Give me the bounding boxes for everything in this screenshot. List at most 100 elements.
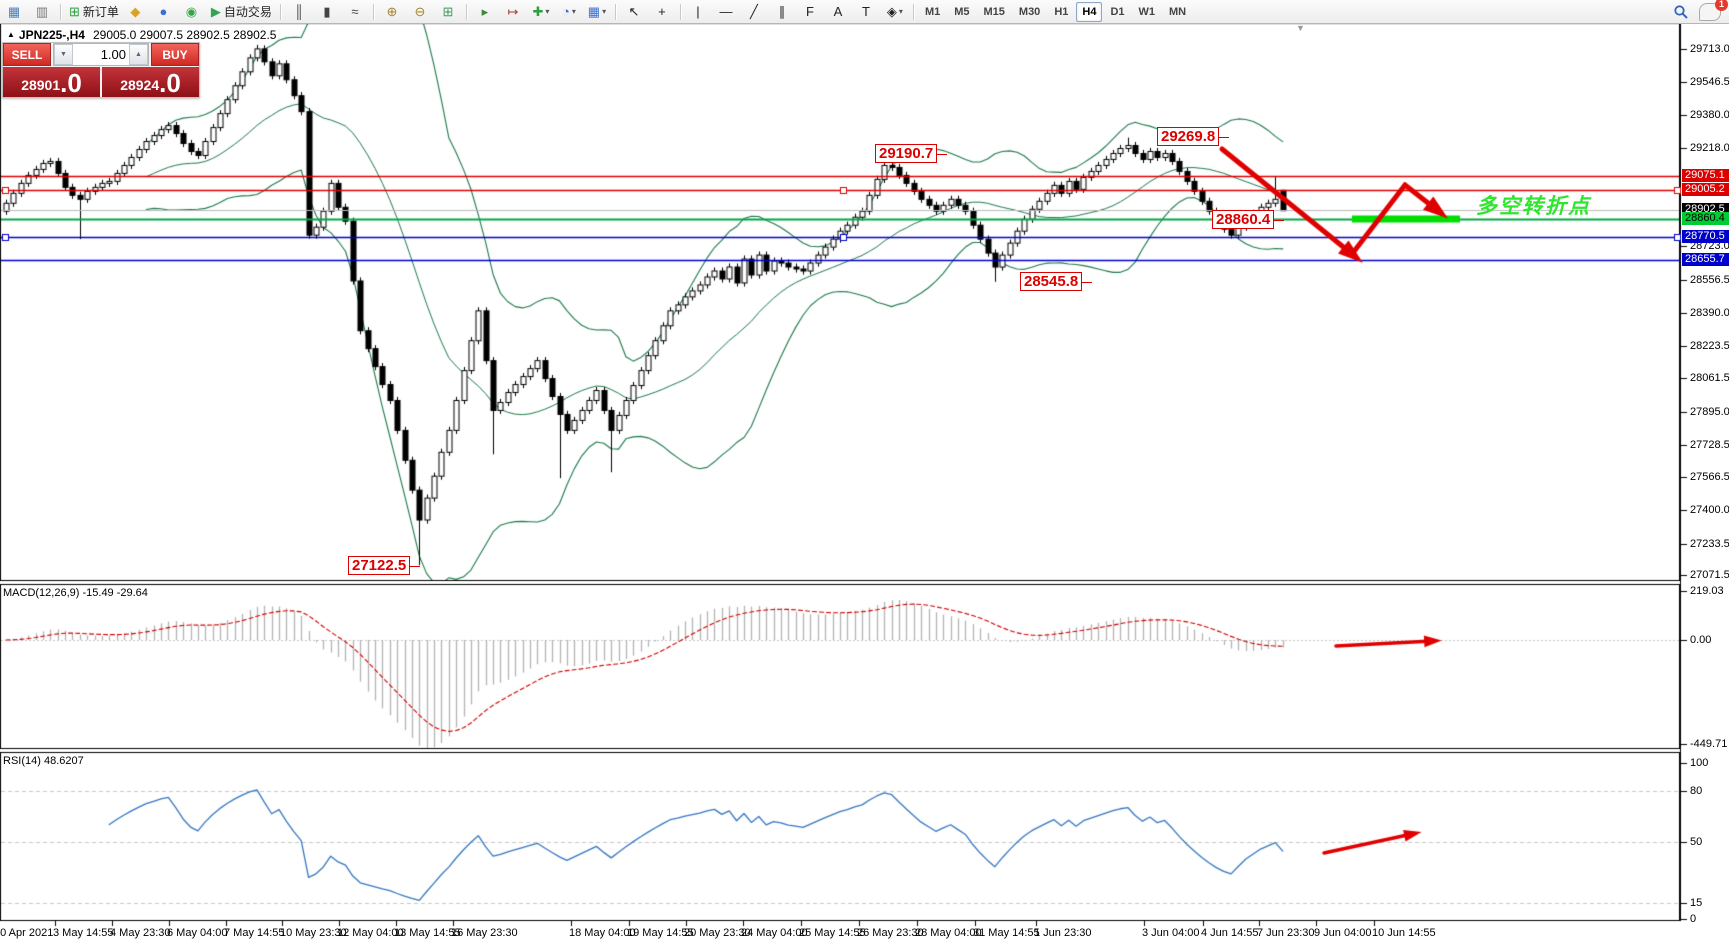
buy-price[interactable]: 28924 .0 (102, 67, 199, 97)
timeframe-button[interactable]: M1 (924, 5, 941, 18)
sell-price-frac: .0 (60, 68, 82, 98)
price-tick-label: 29218.0 (1690, 142, 1729, 154)
draw-tool-button[interactable]: ∥ (770, 1, 796, 23)
toolbar-dropdown-button[interactable]: ▦ ▾ (584, 1, 610, 23)
draw-tool-button[interactable]: ◈ ▾ (882, 1, 908, 23)
draw-tool-button[interactable]: | (686, 1, 712, 23)
draw-tool-button[interactable]: ╱ (742, 1, 768, 23)
toolbar-icon: ▶ (210, 3, 221, 19)
price-annotation-label[interactable]: 29190.7 (875, 144, 948, 163)
toolbar-separator (679, 3, 681, 20)
volume-decrease-button[interactable]: ▼ (54, 44, 73, 65)
toolbar-button[interactable]: ◆ (124, 1, 150, 23)
draw-tool-button[interactable]: F (798, 1, 824, 23)
toolbar-button[interactable]: ● (152, 1, 178, 23)
symbol-timeframe: JPN225-,H4 (18, 28, 85, 42)
pointer-tool-icon: ↖ (628, 3, 640, 19)
chevron-down-icon: ▾ (602, 6, 607, 16)
toolbar-button[interactable]: ⊖ (407, 1, 433, 23)
chart-type-icon: ║ (294, 3, 304, 19)
toolbar-separator (614, 3, 616, 20)
toolbar-separator (912, 3, 914, 20)
toolbar-icon: ⊕ (386, 3, 398, 19)
toolbar-icon: ● (159, 3, 168, 19)
one-click-trading-panel: SELL ▼ ▲ BUY 28901 .0 28924 .0 (2, 42, 200, 98)
toolbar-button[interactable]: ⊕ (379, 1, 405, 23)
timeframe-button[interactable]: MN (1169, 5, 1187, 18)
chart-type-button[interactable]: ≈ (342, 1, 368, 23)
toolbar-icon: ⊞ (69, 3, 80, 19)
time-tick-label: 19 May 14:55 (627, 927, 694, 939)
price-tick-label: 27566.5 (1690, 471, 1729, 483)
price-annotation-label[interactable]: 28545.8 (1020, 272, 1093, 291)
price-badge: 29005.2 (1682, 183, 1729, 196)
toolbar-button[interactable]: ◉ (180, 1, 206, 23)
timeframe-button[interactable]: D1 (1110, 5, 1125, 18)
notification-badge: 1 (1715, 0, 1728, 11)
chevron-down-icon: ▾ (898, 6, 903, 16)
timeframe-group: M1 M5 M15 M30 H1 H4 D1 W1 MN (918, 1, 1193, 22)
time-tick-label: 4 May 23:30 (110, 927, 171, 939)
sell-button[interactable]: SELL (3, 43, 51, 66)
buy-price-main: 28924 (120, 77, 160, 93)
notifications-icon[interactable]: 1 (1699, 0, 1728, 21)
pointer-tool-button[interactable]: ↖ (621, 1, 647, 23)
volume-increase-button[interactable]: ▲ (129, 44, 148, 65)
price-annotation-label[interactable]: 27122.5 (348, 556, 421, 575)
volume-input[interactable] (73, 44, 129, 65)
toolbar: ▦ ▥ ⊞ 新订单 ◆ ● ◉ ▶ 自动交易 ║ ▮ ≈ ⊕ ⊖ ⊞ ▸ ↦ ✚ ▾ ◔ ▾ ▦ ▾ ↖ + | — ╱… (0, 0, 1729, 24)
timeframe-button[interactable]: H1 (1054, 5, 1069, 18)
toolbar-icon: ✚ (532, 3, 544, 19)
time-tick-label: 7 Jun 23:30 (1257, 927, 1315, 939)
price-annotation-label[interactable]: 29269.8 (1157, 127, 1230, 146)
chart-shift-marker-icon[interactable]: ▼ (1296, 23, 1305, 33)
toolbar-icon: ▦ (587, 3, 601, 19)
draw-tool-icon: A (833, 3, 843, 19)
draw-tool-button[interactable]: T (854, 1, 880, 23)
chevron-down-icon: ▾ (545, 6, 550, 16)
timeframe-button[interactable]: M5 (954, 5, 970, 18)
price-tick-label: 28556.5 (1690, 274, 1729, 286)
timeframe-button[interactable]: H4 (1076, 1, 1103, 22)
timeframe-button[interactable]: M30 (1018, 5, 1041, 18)
toolbar-button[interactable]: ▸ (472, 1, 498, 23)
price-annotation-label[interactable]: 28860.4 (1212, 210, 1285, 229)
buy-button[interactable]: BUY (151, 43, 199, 66)
timeframe-button[interactable]: M15 (983, 5, 1005, 18)
macd-values: -15.49 -29.64 (82, 587, 148, 599)
toolbar-icon: ▦ (7, 3, 21, 19)
chart-type-button[interactable]: ▮ (314, 1, 340, 23)
price-tick-label: 28723.0 (1690, 240, 1729, 252)
toolbar-button[interactable]: ↦ (500, 1, 526, 23)
draw-tool-icon: ◈ (886, 3, 897, 19)
toolbar-button[interactable]: ▦ (1, 1, 27, 23)
draw-tool-button[interactable]: A (826, 1, 852, 23)
price-tick-label: 29546.5 (1690, 76, 1729, 88)
note-text-annotation[interactable]: 多空转折点 (1476, 195, 1591, 218)
draw-tool-icon: F (805, 3, 814, 19)
toolbar-icon: ↦ (507, 3, 519, 19)
chart-type-button[interactable]: ║ (286, 1, 312, 23)
chart-title: ▲ JPN225-,H4 29005.0 29007.5 28902.5 28902… (7, 28, 276, 42)
macd-tick-label: 0.00 (1690, 634, 1712, 646)
toolbar-icon: ◆ (130, 3, 141, 19)
toolbar-button[interactable]: ⊞ 新订单 (66, 1, 122, 23)
rsi-tick-label: 50 (1690, 836, 1703, 848)
price-tick-label: 27071.5 (1690, 569, 1729, 581)
toolbar-button[interactable]: ▶ 自动交易 (208, 1, 275, 23)
toolbar-dropdown-button[interactable]: ◔ ▾ (556, 1, 582, 23)
symbol-marker-icon: ▲ (7, 30, 15, 39)
toolbar-button[interactable]: ⊞ (435, 1, 461, 23)
pointer-tool-button[interactable]: + (649, 1, 675, 23)
sell-price[interactable]: 28901 .0 (3, 67, 100, 97)
draw-tool-button[interactable]: — (714, 1, 740, 23)
timeframe-button[interactable]: W1 (1138, 5, 1156, 18)
macd-tick-label: 219.03 (1690, 585, 1724, 597)
toolbar-dropdown-button[interactable]: ✚ ▾ (528, 1, 554, 23)
search-icon[interactable] (1673, 4, 1689, 20)
time-tick-label: 20 May 23:30 (684, 927, 751, 939)
time-tick-label: 3 Jun 04:00 (1142, 927, 1200, 939)
toolbar-button[interactable]: ▥ (29, 1, 55, 23)
toolbar-icon: ⊖ (414, 3, 426, 19)
